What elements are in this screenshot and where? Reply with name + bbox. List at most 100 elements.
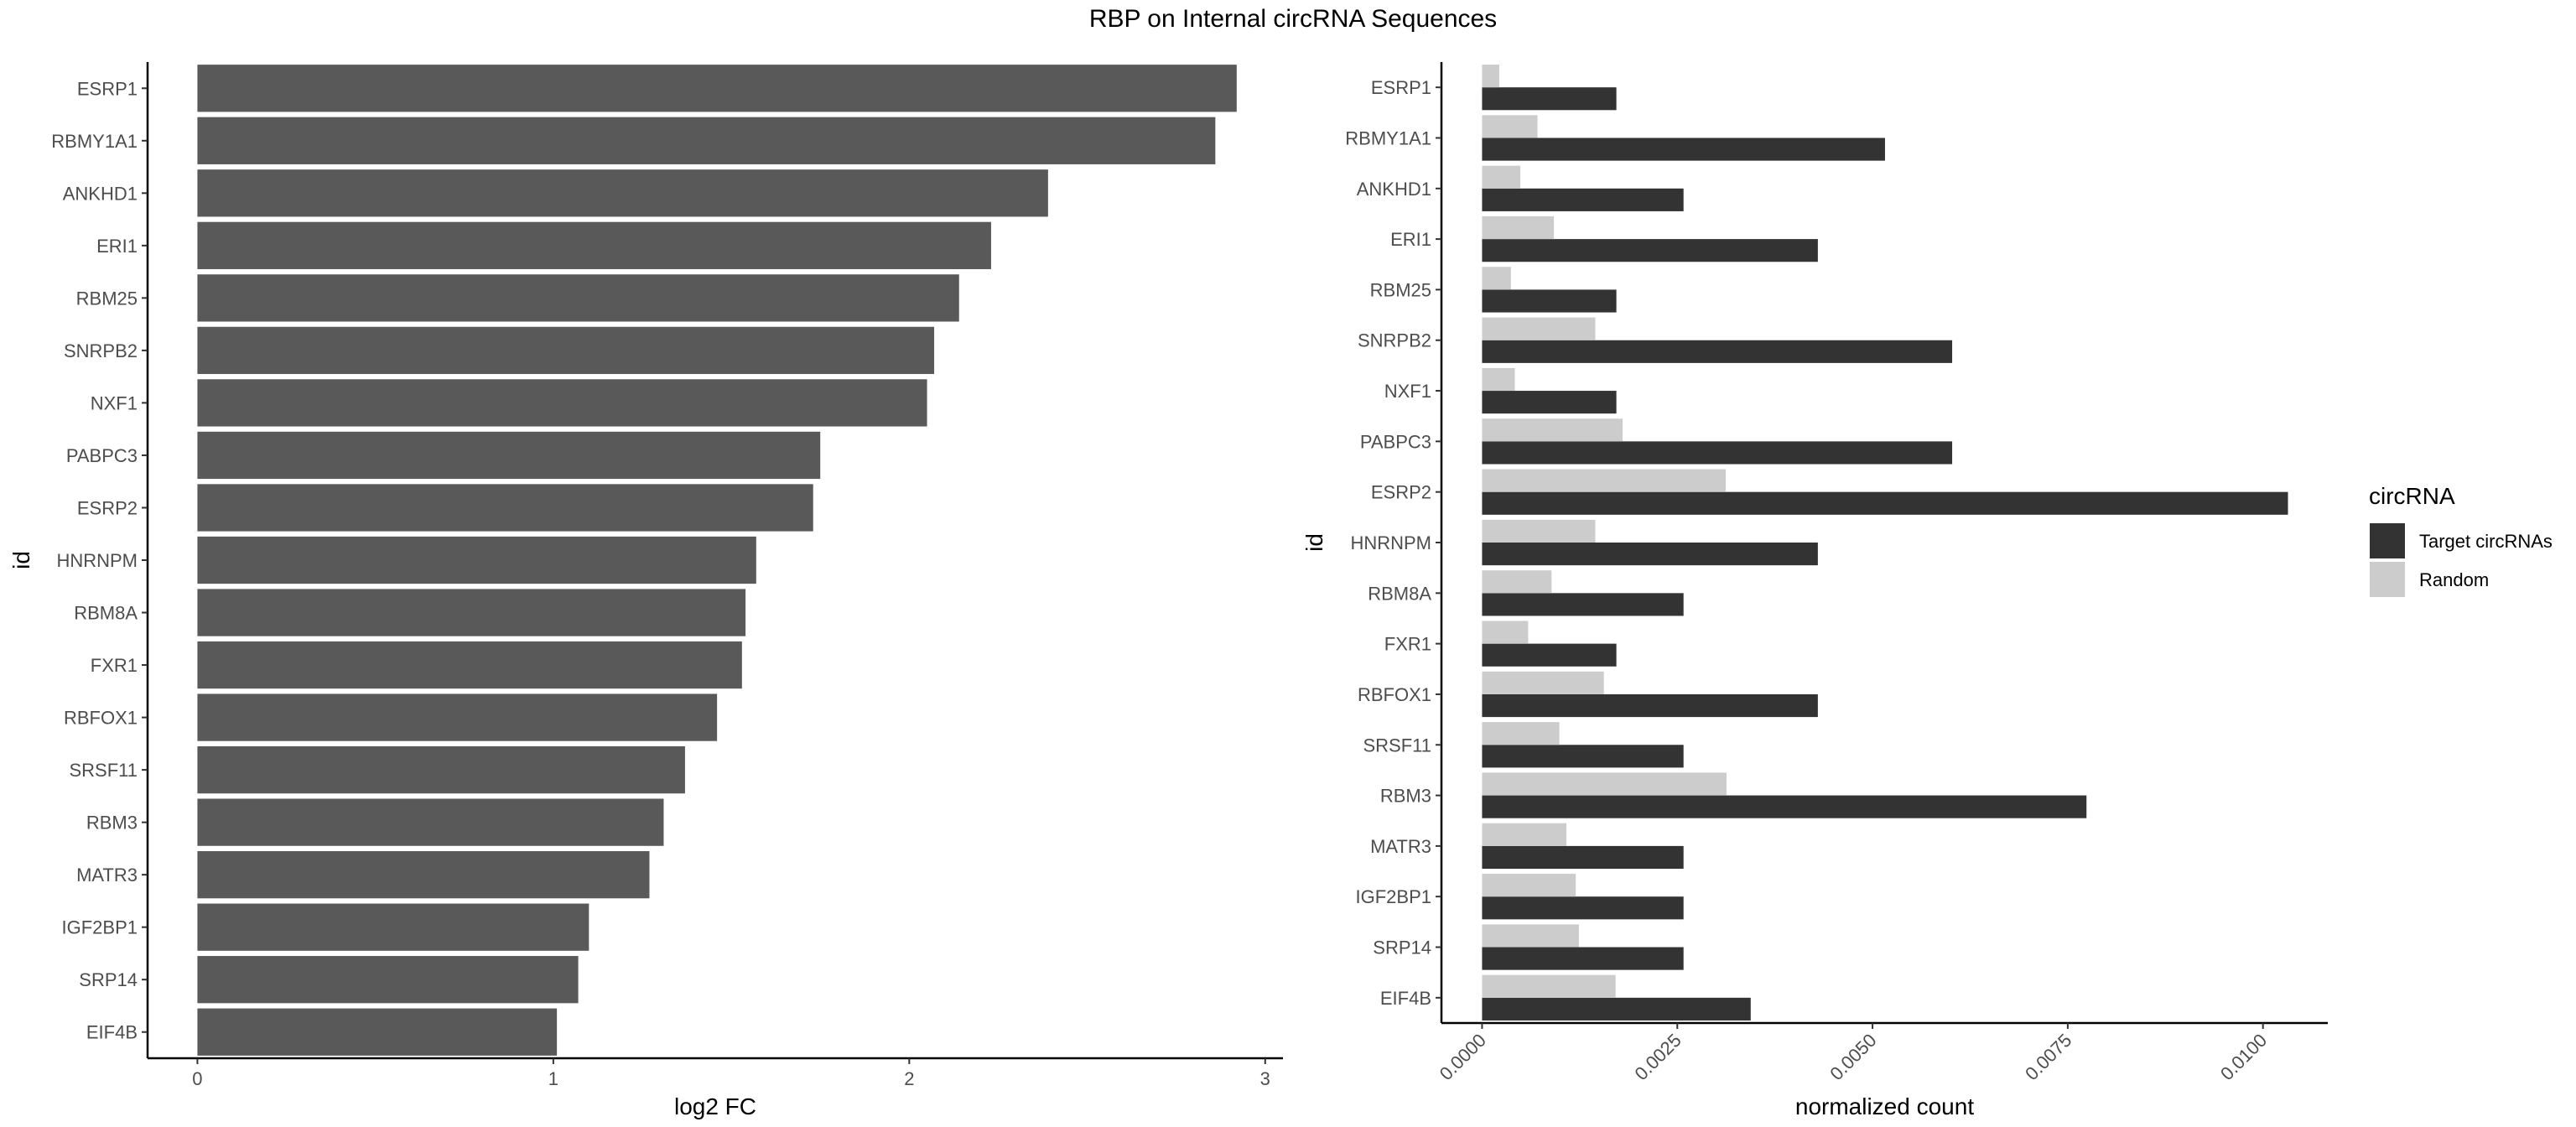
bar-hnrnpm (197, 536, 756, 584)
y-tick-label-fxr1: FXR1 (91, 655, 138, 676)
y-tick-label-rbmy1a1: RBMY1A1 (1345, 127, 1431, 148)
bar-random-eif4b (1482, 974, 1616, 998)
bar-fxr1 (197, 641, 742, 689)
bar-rbfox1 (197, 693, 718, 741)
bar-target-circrnas-esrp2 (1482, 491, 2288, 515)
y-axis-title: id (1301, 533, 1327, 552)
y-tick-label-hnrnpm: HNRNPM (1350, 532, 1431, 553)
bar-random-matr3 (1482, 823, 1567, 846)
bar-target-circrnas-srp14 (1482, 947, 1684, 970)
x-tick-label: 3 (1260, 1068, 1270, 1089)
bar-target-circrnas-srsf11 (1482, 745, 1684, 768)
bar-target-circrnas-snrpb2 (1482, 340, 1953, 363)
y-tick-label-igf2bp1: IGF2BP1 (1356, 886, 1431, 907)
bar-random-rbm3 (1482, 772, 1727, 796)
y-tick-label-esrp2: ESRP2 (1371, 482, 1431, 503)
y-tick-label-srp14: SRP14 (79, 969, 138, 990)
bar-random-rbm8a (1482, 570, 1552, 594)
y-tick-label-snrpb2: SNRPB2 (1358, 330, 1431, 351)
y-tick-label-snrpb2: SNRPB2 (64, 340, 138, 361)
left-panel-log2fc-chart: ESRP1 RBMY1A1 ANKHD1 ERI1 RBM25 SNRPB2 NXF1 PAB… (8, 62, 1283, 1119)
legend-label-random: Random (2419, 569, 2489, 590)
bar-matr3 (197, 851, 650, 899)
bar-target-circrnas-eif4b (1482, 997, 1751, 1021)
bar-nxf1 (197, 379, 927, 427)
bar-target-circrnas-rbm25 (1482, 289, 1617, 313)
bar-eri1 (197, 221, 991, 269)
y-tick-label-rbfox1: RBFOX1 (1358, 684, 1431, 705)
bar-rbm8a (197, 589, 746, 636)
bar-random-nxf1 (1482, 367, 1515, 392)
y-tick-label-nxf1: NXF1 (1384, 381, 1431, 402)
y-tick-label-rbfox1: RBFOX1 (64, 708, 138, 729)
y-tick-label-esrp2: ESRP2 (77, 497, 138, 518)
x-axis-title: log2 FC (674, 1093, 756, 1119)
y-tick-label-srsf11: SRSF11 (69, 760, 138, 781)
y-tick-label-srsf11: SRSF11 (1363, 735, 1431, 756)
bar-esrp1 (197, 65, 1237, 112)
bar-random-srp14 (1482, 924, 1579, 948)
bar-random-ankhd1 (1482, 165, 1521, 189)
bar-random-rbm25 (1482, 267, 1511, 290)
y-tick-label-rbm8a: RBM8A (74, 603, 138, 624)
bar-target-circrnas-rbm3 (1482, 795, 2087, 818)
y-tick-label-eif4b: EIF4B (1380, 988, 1431, 1009)
bar-random-eri1 (1482, 216, 1555, 240)
bar-random-igf2bp1 (1482, 874, 1576, 897)
y-tick-label-eif4b: EIF4B (86, 1022, 138, 1043)
y-tick-label-rbmy1a1: RBMY1A1 (51, 131, 138, 152)
bar-random-rbfox1 (1482, 671, 1604, 694)
bar-target-circrnas-fxr1 (1482, 643, 1617, 667)
bar-random-fxr1 (1482, 621, 1529, 644)
y-tick-label-eri1: ERI1 (1390, 229, 1431, 250)
legend-title: circRNA (2369, 483, 2455, 509)
bar-target-circrnas-ankhd1 (1482, 188, 1684, 211)
bar-target-circrnas-rbfox1 (1482, 693, 1818, 718)
bar-esrp2 (197, 484, 813, 532)
bar-rbm25 (197, 274, 959, 322)
y-tick-label-srp14: SRP14 (1373, 937, 1431, 958)
bar-target-circrnas-eri1 (1482, 239, 1818, 262)
bar-target-circrnas-rbmy1a1 (1482, 138, 1885, 161)
y-axis-title: id (8, 551, 34, 569)
y-tick-label-igf2bp1: IGF2BP1 (62, 917, 138, 938)
bar-rbm3 (197, 798, 664, 846)
y-tick-label-esrp1: ESRP1 (1371, 77, 1431, 98)
bar-random-pabpc3 (1482, 418, 1623, 442)
y-tick-label-rbm25: RBM25 (1370, 279, 1431, 300)
bar-ankhd1 (197, 169, 1048, 217)
figure-title: RBP on Internal circRNA Sequences (1089, 5, 1497, 33)
bar-target-circrnas-matr3 (1482, 845, 1684, 870)
legend-label-target-circrnas: Target circRNAs (2419, 531, 2553, 552)
bar-eif4b (197, 1008, 558, 1056)
bar-random-srsf11 (1482, 722, 1560, 745)
bar-target-circrnas-igf2bp1 (1482, 896, 1684, 920)
y-tick-label-esrp1: ESRP1 (77, 78, 138, 99)
bar-random-snrpb2 (1482, 317, 1596, 340)
bar-target-circrnas-rbm8a (1482, 593, 1684, 616)
y-tick-label-pabpc3: PABPC3 (1360, 431, 1431, 452)
bar-target-circrnas-hnrnpm (1482, 543, 1818, 566)
y-tick-label-fxr1: FXR1 (1384, 634, 1431, 655)
y-tick-label-matr3: MATR3 (1370, 836, 1431, 857)
y-tick-label-rbm3: RBM3 (1380, 786, 1431, 807)
y-tick-label-matr3: MATR3 (76, 865, 138, 886)
bar-target-circrnas-nxf1 (1482, 391, 1617, 414)
bar-srsf11 (197, 745, 685, 794)
y-tick-label-hnrnpm: HNRNPM (56, 550, 138, 571)
y-tick-label-rbm25: RBM25 (76, 288, 138, 309)
x-tick-label: 0 (192, 1068, 202, 1089)
y-tick-label-eri1: ERI1 (96, 236, 138, 257)
x-axis-title: normalized count (1795, 1093, 1974, 1119)
legend-key-random (2370, 562, 2405, 597)
bar-random-esrp2 (1482, 469, 1726, 492)
y-tick-label-nxf1: NXF1 (91, 392, 138, 413)
bar-srp14 (197, 956, 579, 1004)
bar-random-esrp1 (1482, 65, 1499, 88)
y-tick-label-pabpc3: PABPC3 (66, 445, 138, 466)
legend: circRNA Target circRNAs Random (2369, 483, 2553, 597)
bar-target-circrnas-pabpc3 (1482, 441, 1953, 465)
bar-target-circrnas-esrp1 (1482, 87, 1617, 111)
y-tick-label-ankhd1: ANKHD1 (1357, 179, 1431, 200)
